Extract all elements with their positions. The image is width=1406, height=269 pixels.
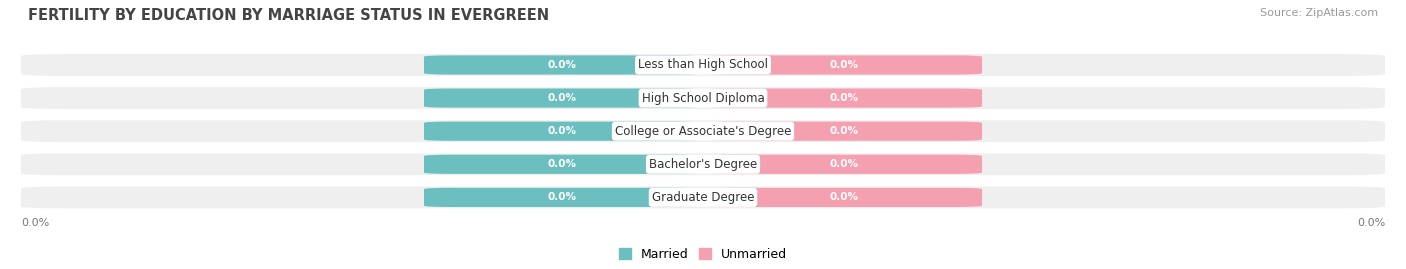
FancyBboxPatch shape — [21, 54, 1385, 76]
FancyBboxPatch shape — [706, 155, 981, 174]
Text: 0.0%: 0.0% — [830, 93, 859, 103]
Text: 0.0%: 0.0% — [830, 159, 859, 169]
Text: 0.0%: 0.0% — [547, 126, 576, 136]
Text: College or Associate's Degree: College or Associate's Degree — [614, 125, 792, 138]
FancyBboxPatch shape — [21, 186, 1385, 208]
Text: 0.0%: 0.0% — [830, 60, 859, 70]
FancyBboxPatch shape — [706, 55, 981, 75]
FancyBboxPatch shape — [425, 155, 700, 174]
Text: High School Diploma: High School Diploma — [641, 91, 765, 105]
Text: 0.0%: 0.0% — [830, 126, 859, 136]
FancyBboxPatch shape — [425, 89, 700, 108]
FancyBboxPatch shape — [425, 55, 700, 75]
FancyBboxPatch shape — [21, 87, 1385, 109]
Text: 0.0%: 0.0% — [547, 93, 576, 103]
FancyBboxPatch shape — [21, 120, 1385, 142]
FancyBboxPatch shape — [21, 153, 1385, 175]
Text: FERTILITY BY EDUCATION BY MARRIAGE STATUS IN EVERGREEN: FERTILITY BY EDUCATION BY MARRIAGE STATU… — [28, 8, 550, 23]
FancyBboxPatch shape — [706, 89, 981, 108]
FancyBboxPatch shape — [706, 188, 981, 207]
Text: Source: ZipAtlas.com: Source: ZipAtlas.com — [1260, 8, 1378, 18]
Text: 0.0%: 0.0% — [547, 60, 576, 70]
Text: 0.0%: 0.0% — [830, 192, 859, 202]
Text: 0.0%: 0.0% — [1357, 218, 1385, 228]
Text: Graduate Degree: Graduate Degree — [652, 191, 754, 204]
Text: Less than High School: Less than High School — [638, 58, 768, 72]
Text: 0.0%: 0.0% — [547, 192, 576, 202]
FancyBboxPatch shape — [425, 122, 700, 141]
Legend: Married, Unmarried: Married, Unmarried — [613, 243, 793, 266]
Text: Bachelor's Degree: Bachelor's Degree — [650, 158, 756, 171]
FancyBboxPatch shape — [425, 188, 700, 207]
Text: 0.0%: 0.0% — [547, 159, 576, 169]
FancyBboxPatch shape — [706, 122, 981, 141]
Text: 0.0%: 0.0% — [21, 218, 49, 228]
